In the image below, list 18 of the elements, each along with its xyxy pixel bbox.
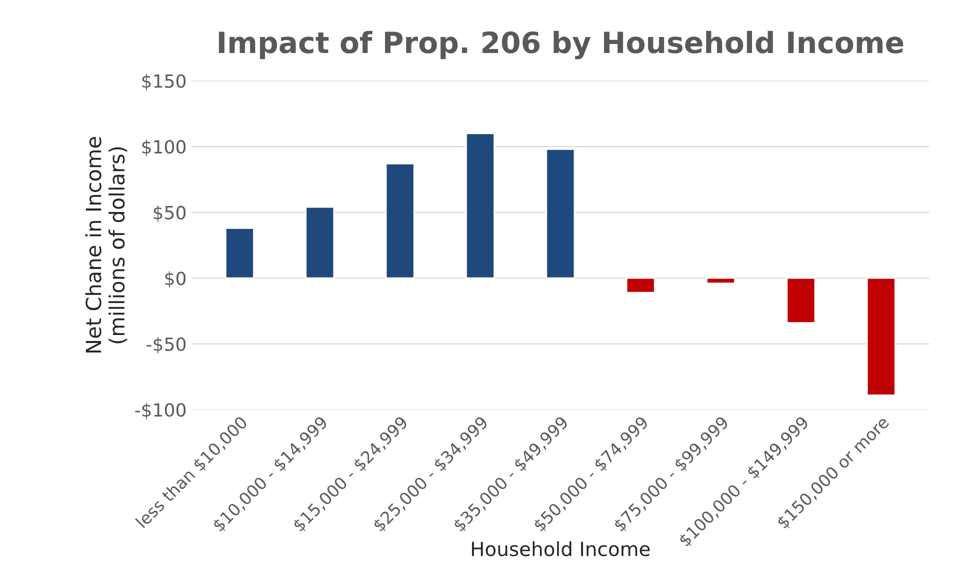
bar	[786, 277, 816, 324]
bar	[224, 227, 254, 279]
bar	[626, 277, 656, 294]
x-axis-title: Household Income	[472, 541, 650, 556]
bar	[466, 132, 495, 279]
bar	[385, 162, 415, 279]
bar	[546, 148, 576, 279]
y-tick-label: $150	[142, 74, 186, 90]
y-tick-label: $0	[165, 271, 186, 288]
bar	[706, 277, 736, 284]
bar	[305, 206, 335, 279]
chart-title: Impact of Prop. 206 by Household Income	[218, 30, 904, 60]
bar	[866, 277, 896, 396]
y-tick-label: $50	[154, 205, 186, 222]
y-axis-title: Net Chane in Income (millions of dollars)	[85, 137, 128, 352]
y-tick-label: $100	[142, 140, 186, 156]
y-tick-label: -$50	[146, 337, 186, 354]
y-tick-label: -$100	[135, 402, 186, 420]
